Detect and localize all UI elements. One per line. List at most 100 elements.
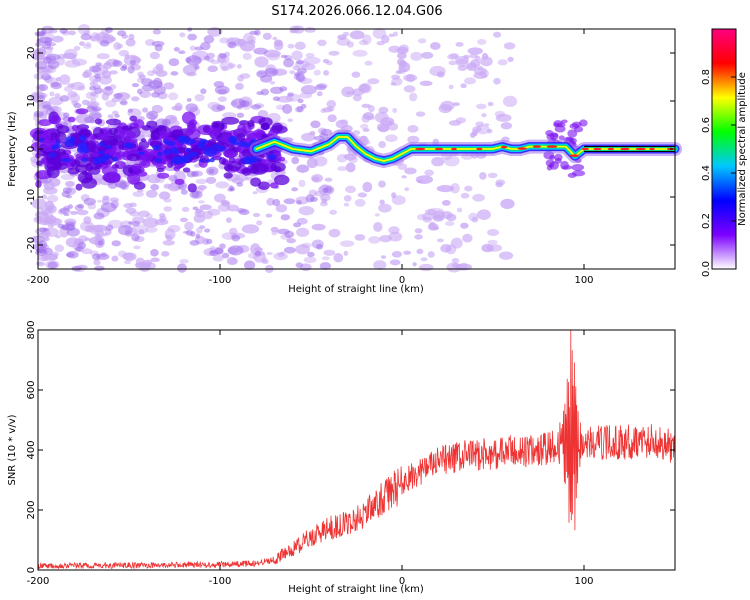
- spectral-blob: [105, 224, 114, 231]
- spectral-blob: [189, 240, 200, 246]
- spectral-blob: [282, 104, 293, 114]
- spectral-blob: [80, 33, 92, 41]
- spectral-blob: [247, 119, 255, 127]
- spectral-blob: [388, 231, 403, 242]
- spectral-blob: [549, 132, 559, 141]
- spectral-blob: [344, 153, 357, 161]
- spectral-blob: [83, 197, 96, 206]
- colorbar-frame: [711, 28, 737, 270]
- spectral-blob: [385, 134, 398, 143]
- spectral-blob: [378, 203, 392, 213]
- spectral-blob: [161, 157, 173, 165]
- spectral-blob: [561, 119, 568, 124]
- spectral-blob: [339, 240, 355, 247]
- spectral-blob: [246, 132, 263, 140]
- x-tick-label: -200: [27, 275, 50, 286]
- spectral-blob: [236, 133, 246, 142]
- spectral-blob: [354, 234, 366, 241]
- spectral-blob: [111, 174, 121, 183]
- spectral-blob: [161, 118, 171, 127]
- spectral-blob: [267, 153, 277, 160]
- spectral-blob: [441, 200, 451, 206]
- spectral-blob: [161, 251, 170, 257]
- colorbar-tick-label: 0.4: [701, 165, 712, 181]
- spectral-blob: [437, 238, 444, 243]
- spectral-blob: [207, 27, 223, 37]
- spectral-blob: [181, 206, 190, 212]
- spectral-blob: [173, 46, 180, 52]
- spectral-blob: [177, 135, 190, 144]
- spectral-blob: [77, 241, 87, 250]
- spectral-blob: [249, 162, 269, 175]
- spectral-blob: [185, 154, 192, 160]
- signal-peak: [546, 145, 558, 148]
- spectral-blob: [405, 74, 416, 83]
- spectral-blob: [270, 226, 279, 233]
- spectral-blob: [48, 152, 56, 158]
- spectral-blob: [404, 167, 417, 175]
- spectral-blob: [222, 200, 230, 206]
- spectral-blob: [96, 199, 102, 203]
- spectral-blob: [189, 230, 196, 237]
- spectral-blob: [131, 163, 142, 170]
- spectral-blob: [569, 123, 579, 129]
- spectral-blob: [395, 70, 403, 75]
- spectral-blob: [120, 65, 127, 72]
- spectral-blob: [495, 113, 512, 122]
- spectral-blob: [63, 213, 70, 217]
- spectral-blob: [487, 239, 498, 245]
- spectral-blob: [118, 49, 130, 57]
- spectral-blob: [567, 172, 577, 178]
- spectral-blob: [111, 255, 119, 262]
- spectral-blob: [343, 250, 349, 256]
- spectral-blob: [407, 135, 420, 144]
- spectral-blob: [388, 45, 401, 53]
- x-tick-label: 100: [574, 576, 593, 587]
- spectral-blob: [195, 178, 208, 185]
- spectral-blob: [186, 124, 197, 133]
- spectral-blob: [241, 224, 260, 234]
- spectral-blob: [236, 112, 245, 118]
- spectral-blob: [327, 114, 337, 123]
- spectral-blob: [313, 135, 325, 141]
- spectral-blob: [358, 83, 370, 93]
- spectral-blob: [368, 105, 375, 113]
- spectral-blob: [85, 41, 92, 47]
- spectral-blob: [296, 227, 310, 237]
- spectral-blob: [212, 254, 224, 262]
- spectral-blob: [286, 238, 297, 244]
- colorbar-tick-label: 0.6: [701, 117, 712, 133]
- spectral-blob: [362, 112, 375, 120]
- spectral-blob: [258, 117, 273, 127]
- spectral-blob: [224, 150, 237, 159]
- spectrogram-x-label: Height of straight line (km): [288, 284, 424, 295]
- snr-y-ticks: 0 200 400 600 800: [26, 320, 675, 573]
- spectral-blob: [62, 187, 72, 194]
- spectral-blob: [73, 102, 82, 109]
- spectral-blob: [417, 38, 427, 44]
- spectral-blob: [280, 54, 288, 59]
- spectral-blob: [90, 92, 97, 97]
- spectral-blob: [67, 30, 77, 36]
- spectral-blob: [165, 234, 171, 239]
- spectral-blob: [415, 111, 426, 117]
- x-tick-label: 100: [574, 275, 593, 286]
- spectral-blob: [238, 209, 250, 216]
- spectral-blob: [65, 180, 75, 187]
- spectral-blob: [236, 64, 242, 69]
- spectral-blob: [176, 155, 184, 163]
- spectral-blob: [85, 91, 99, 100]
- spectral-blob: [127, 65, 135, 74]
- spectral-blob: [301, 242, 312, 248]
- spectral-blob: [131, 233, 140, 242]
- y-tick-label: 10: [26, 95, 37, 108]
- spectral-blob: [93, 259, 101, 266]
- spectral-blob: [129, 59, 136, 66]
- spectral-blob: [304, 27, 316, 33]
- signal-peak: [451, 147, 457, 151]
- spectral-blob: [214, 247, 224, 255]
- spectral-blob: [51, 35, 64, 43]
- spectral-blob: [154, 157, 163, 163]
- spectral-blob: [266, 197, 275, 206]
